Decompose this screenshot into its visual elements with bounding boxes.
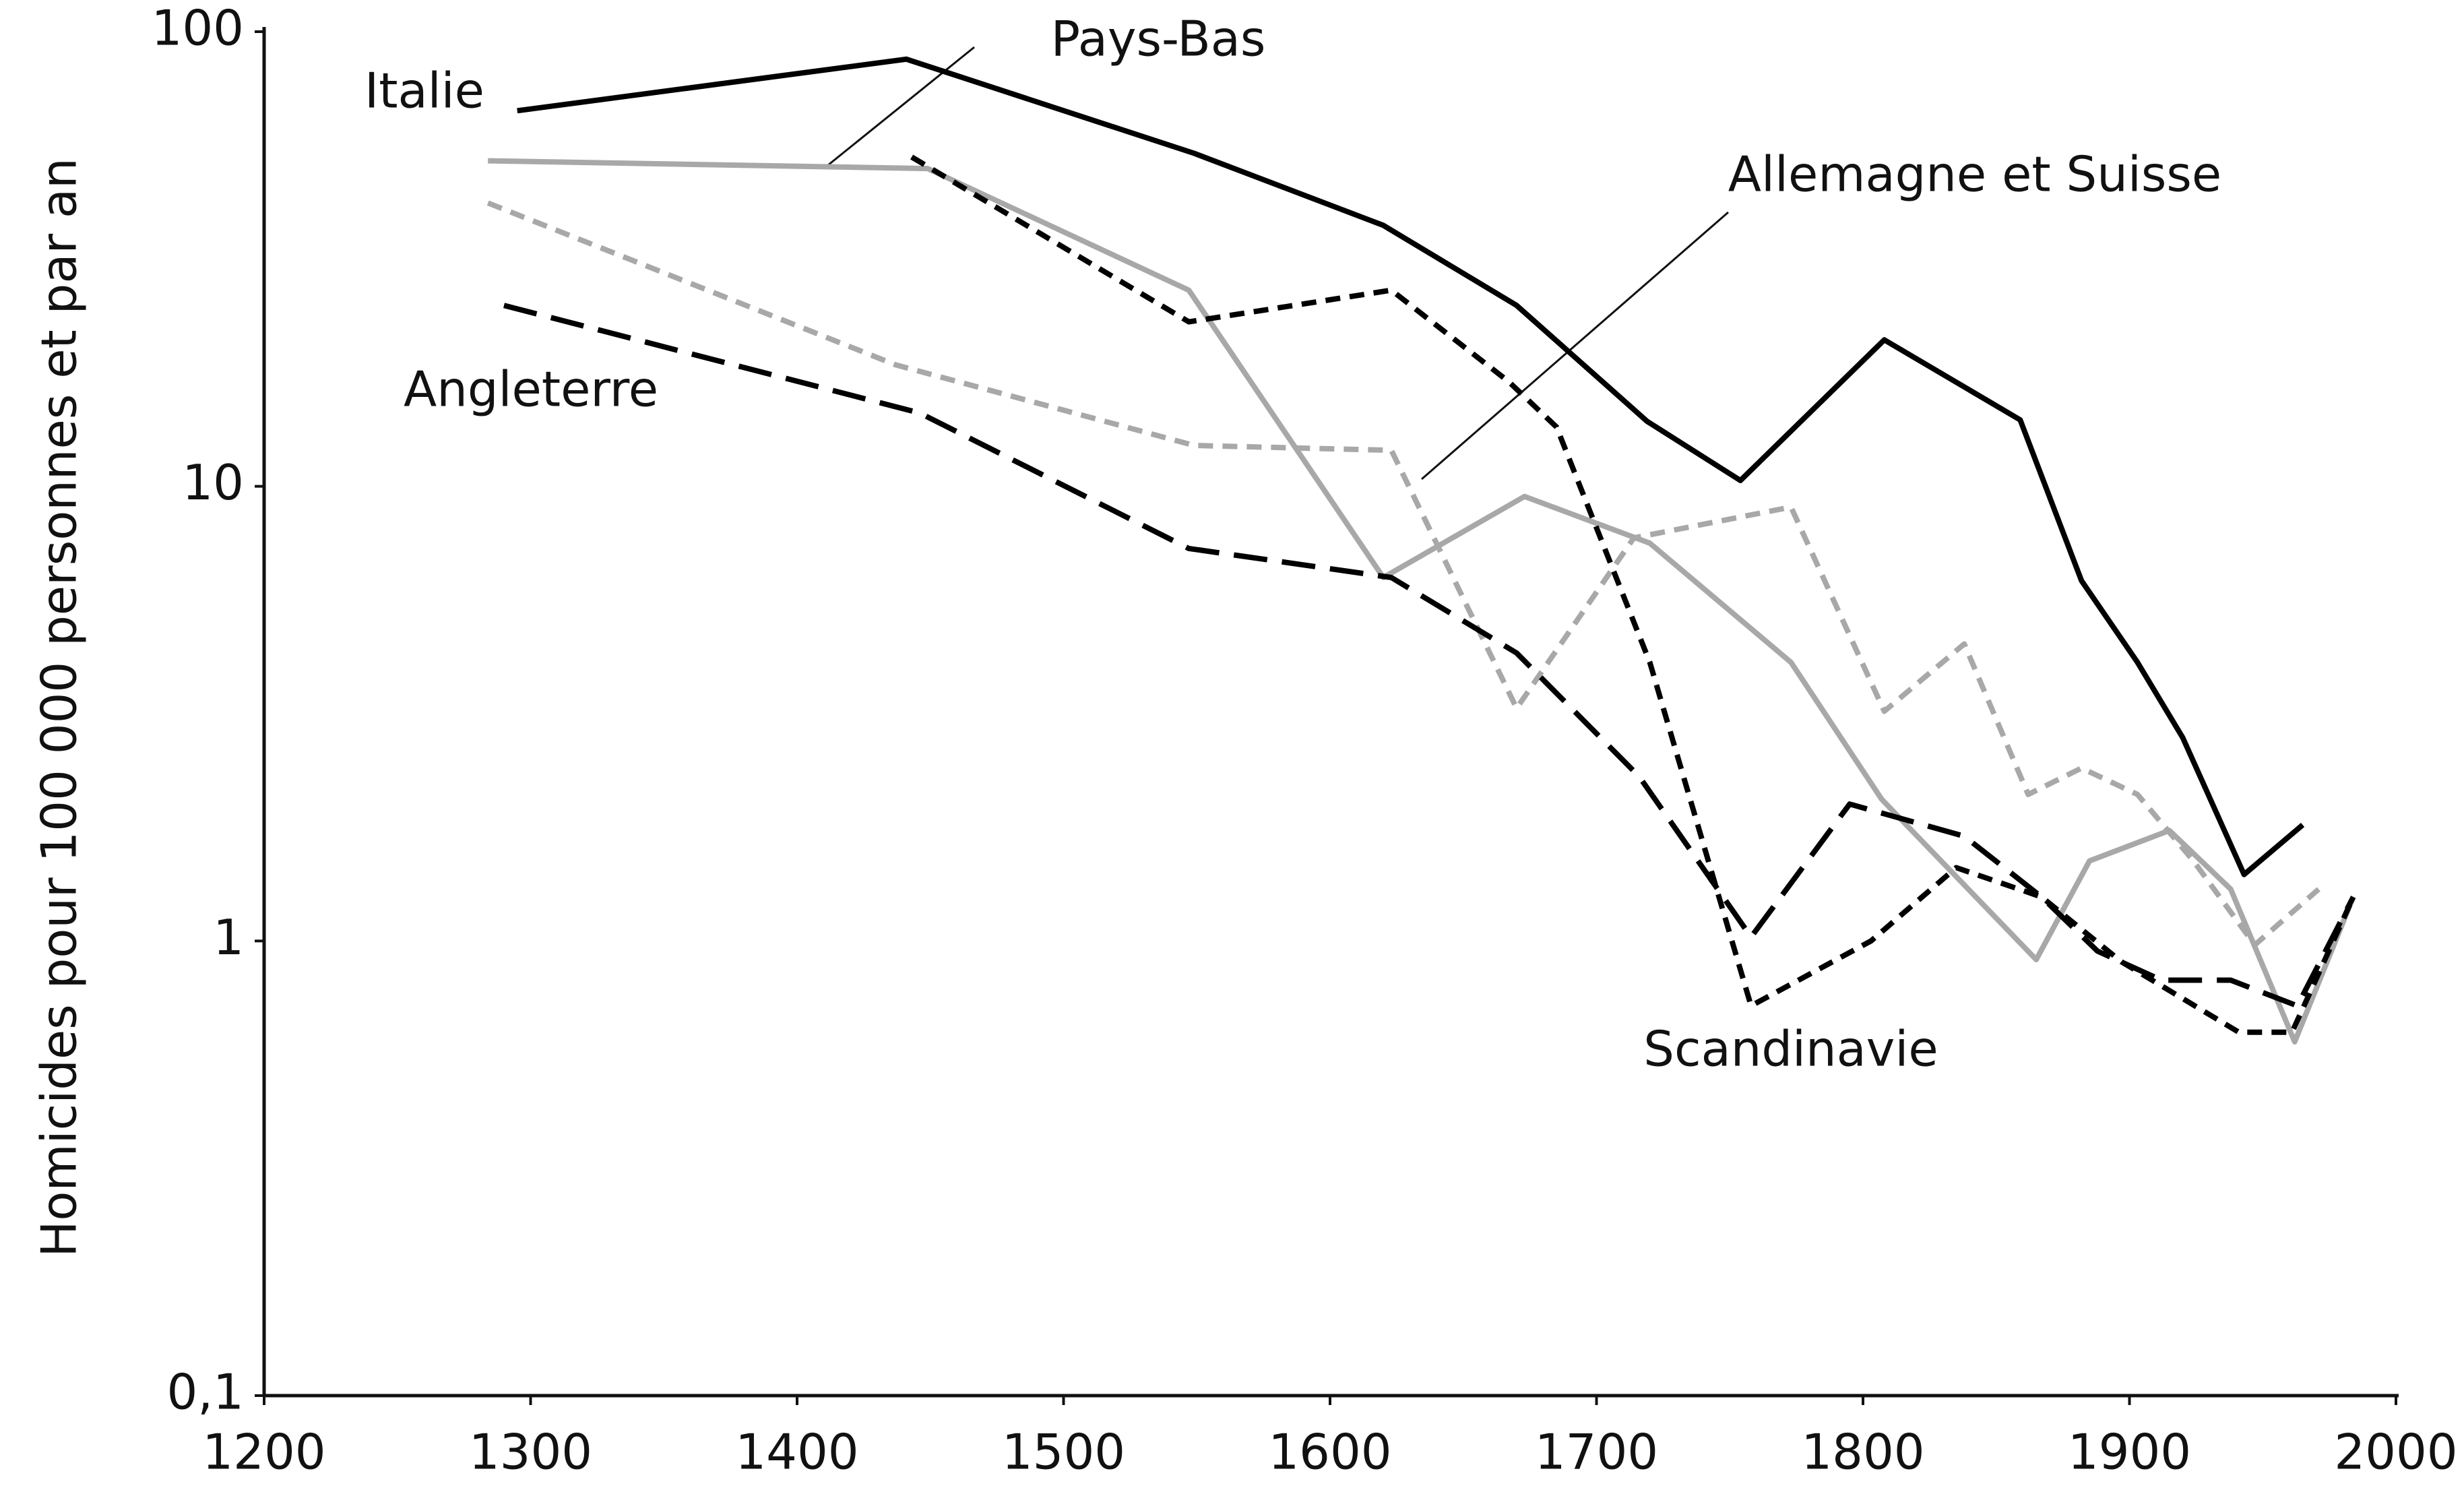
x-tick-label: 1300 [469,1424,592,1481]
y-tick-label: 0,1 [166,1364,244,1421]
x-tick-label: 1900 [2068,1424,2191,1481]
leader-line [1421,211,1729,480]
y-axis-label: Homicides pour 100 000 personnes et par … [31,158,88,1257]
series-line [488,158,2356,1045]
series-label: Italie [365,63,484,119]
series-line [486,200,2320,948]
series-line [517,56,2305,877]
y-tick-label: 100 [152,0,244,57]
x-tick-label: 1500 [1002,1424,1125,1481]
series-label: Angleterre [404,361,658,418]
x-tick-label: 2000 [2334,1424,2457,1481]
leader-line [827,46,975,166]
y-tick-label: 1 [213,909,244,966]
x-tick-label: 1400 [735,1424,858,1481]
series-label: Pays-Bas [1051,11,1266,67]
x-tick-label: 1600 [1268,1424,1391,1481]
series-line [910,154,2356,1035]
series-label: Scandinavie [1643,1021,1938,1078]
x-tick-label: 1200 [202,1424,325,1481]
x-tick-label: 1700 [1535,1424,1658,1481]
x-tick-label: 1800 [1801,1424,1924,1481]
series-line [503,303,2356,1009]
series-label: Allemagne et Suisse [1728,146,2221,203]
y-tick-label: 10 [182,454,244,511]
